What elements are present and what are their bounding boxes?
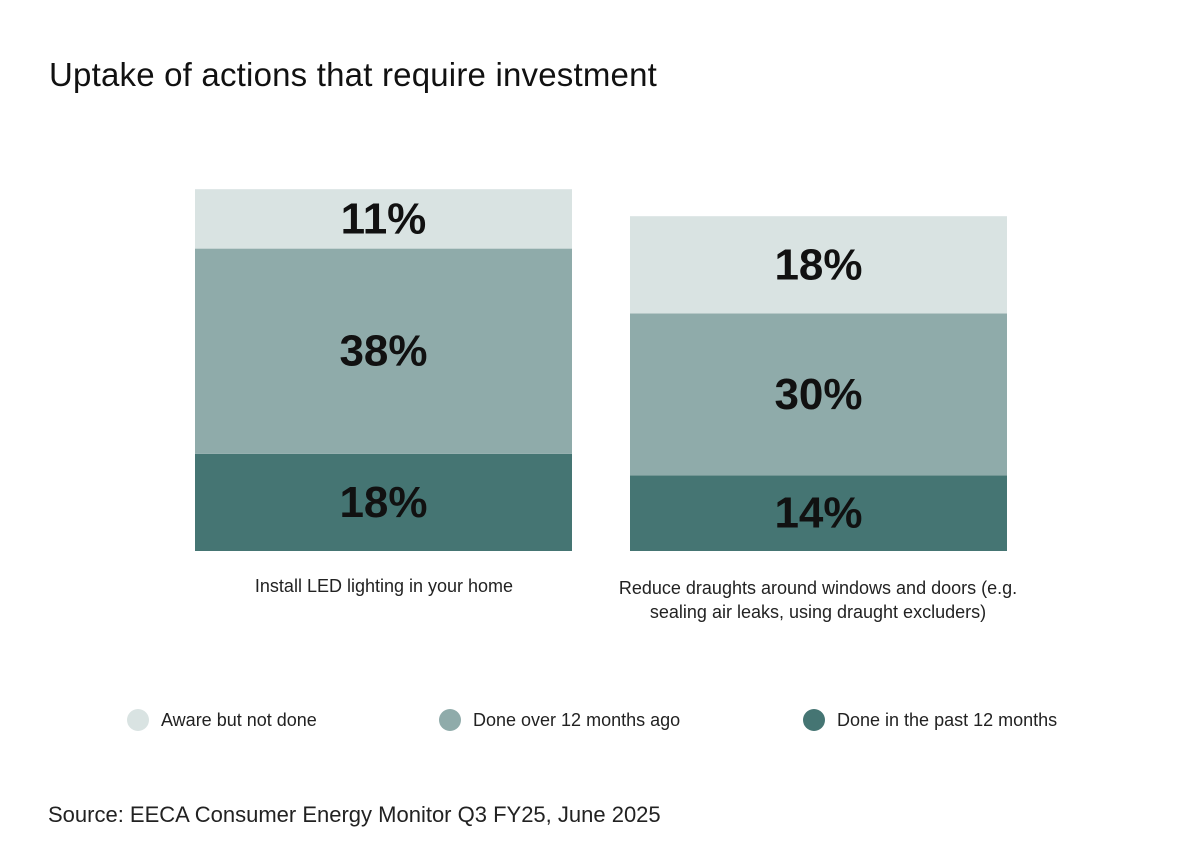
category-label-reduce-draughts: Reduce draughts around windows and doors… [618,578,1018,622]
legend-label-aware-but-not-done: Aware but not done [161,709,317,730]
legend: Aware but not done Done over 12 months a… [0,709,1200,735]
category-label-led-lighting: Install LED lighting in your home [254,576,514,596]
bar-1-aware-but-not-done-label: 11% [341,194,427,243]
bar-1-done-over-12-months-ago [195,248,572,454]
bar-2-done-over-12-months-ago [630,313,1007,476]
bar-2-aware-but-not-done-label: 18% [774,240,862,289]
bar-1-done-in-the-past-12-months [195,453,572,551]
legend-swatch-aware-but-not-done [127,709,149,731]
bar-2-done-in-the-past-12-months-label: 14% [774,489,862,538]
bar-2-aware-but-not-done [630,216,1007,314]
legend-item-done-in-past-12-months: Done in the past 12 months [803,709,1057,731]
chart-title: Uptake of actions that require investmen… [49,56,658,93]
legend-swatch-done-in-past-12-months [803,709,825,731]
bar-1-done-in-the-past-12-months-label: 18% [339,478,427,527]
legend-item-done-over-12-months-ago: Done over 12 months ago [439,709,680,731]
bar-2-done-in-the-past-12-months [630,475,1007,551]
bar-2-done-over-12-months-ago-label: 30% [774,370,862,419]
legend-item-aware-but-not-done: Aware but not done [127,709,317,731]
legend-label-done-over-12-months-ago: Done over 12 months ago [473,709,681,730]
source-note: Source: EECA Consumer Energy Monitor Q3 … [48,802,661,827]
legend-label-done-in-past-12-months: Done in the past 12 months [837,709,1058,730]
bar-1-aware-but-not-done [195,189,572,249]
bar-1-done-over-12-months-ago-label: 38% [339,327,427,376]
legend-swatch-done-over-12-months-ago [439,709,461,731]
